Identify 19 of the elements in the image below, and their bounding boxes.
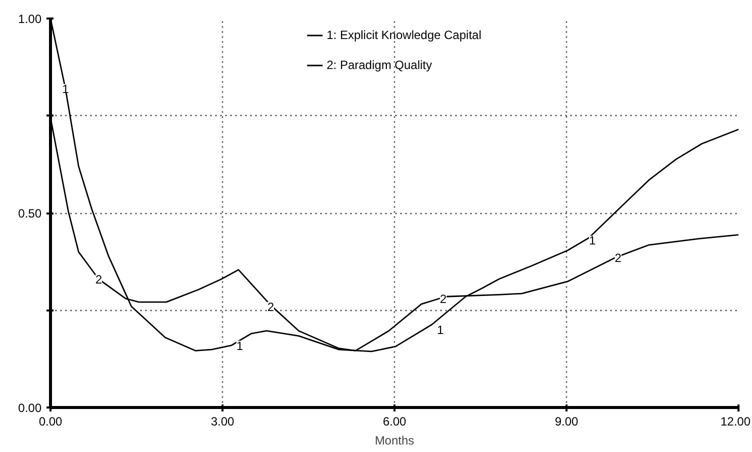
x-tick-label: 3.00 [210, 414, 235, 428]
annotation: 2 [267, 300, 274, 314]
x-tick-label: 12.00 [720, 414, 751, 428]
annotation: 2 [95, 272, 102, 287]
x-tick-label: 0.00 [38, 414, 63, 428]
annotation: 1 [588, 234, 596, 248]
x-axis-title: Months [374, 434, 414, 448]
y-tick-label: 1.00 [18, 12, 42, 26]
x-tick-label: 9.00 [554, 414, 579, 428]
annotation: 2 [440, 292, 447, 306]
annotation: 2 [614, 251, 622, 266]
y-tick-label: 0.50 [18, 206, 42, 220]
y-tick-label: 0.00 [18, 401, 42, 415]
annotation: 1 [62, 82, 70, 96]
x-tick-label: 6.00 [382, 414, 407, 428]
annotation: 1 [236, 338, 244, 353]
legend-label: 1: Explicit Knowledge Capital [326, 28, 482, 42]
annotation: 1 [437, 323, 444, 338]
legend-label: 2: Paradigm Quality [326, 58, 432, 72]
